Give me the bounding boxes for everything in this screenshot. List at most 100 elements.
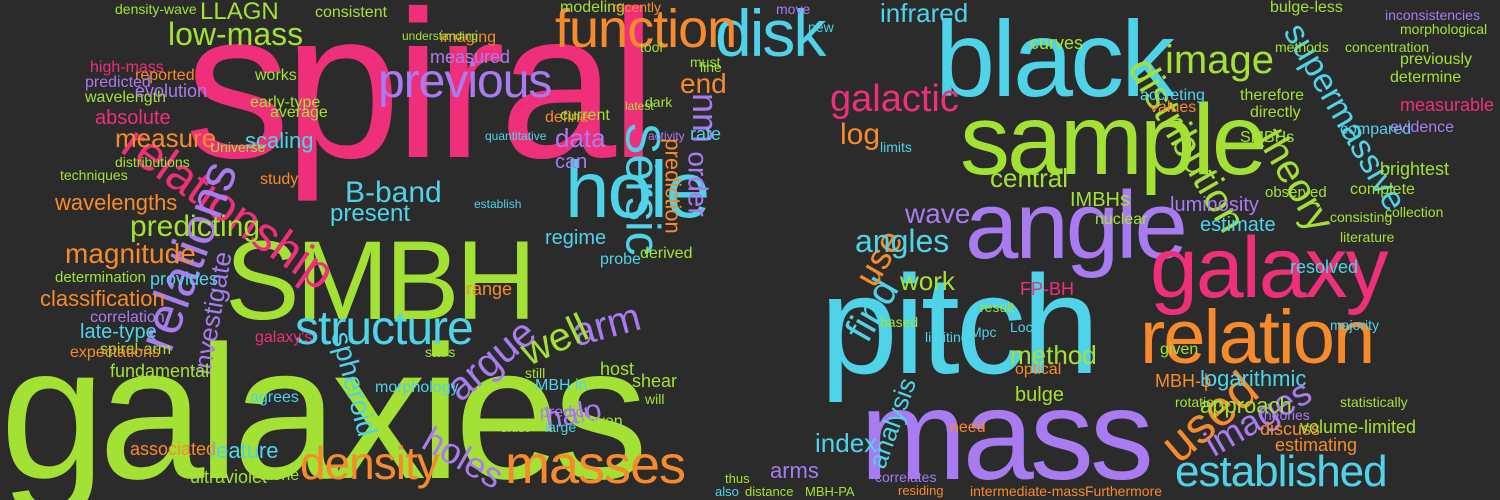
word-black: black — [935, 0, 1175, 119]
word-determine: determine — [1390, 69, 1462, 86]
word-galactic: galactic — [830, 78, 959, 120]
word-resolved: resolved — [1290, 257, 1359, 277]
word-evidence: evidence — [1390, 119, 1455, 136]
word-inconsistencies: inconsistencies — [1385, 7, 1480, 23]
word-galaxys: galaxy's — [255, 329, 313, 346]
word-measurable: measurable — [1400, 95, 1495, 115]
word-intermediate-mass: intermediate-mass — [970, 483, 1086, 499]
word-brightest: brightest — [1380, 159, 1450, 179]
word-density: density — [300, 437, 440, 489]
word-early-type: early-type — [250, 94, 321, 111]
word-function: function — [555, 0, 737, 59]
word-need: need — [950, 419, 986, 436]
word-concentration: concentration — [1345, 39, 1430, 55]
word-galaxies: galaxies — [0, 307, 648, 500]
word-mbh-phi: MBH-ϕ — [1155, 371, 1212, 391]
word-exist: exist — [500, 419, 529, 435]
word-furthermore: Furthermore — [1085, 483, 1163, 499]
word-wave: wave — [905, 198, 971, 229]
word-will: will — [645, 391, 665, 407]
word-mass: mass — [860, 364, 1154, 500]
word-feature: feature — [210, 438, 279, 463]
word-previously: previously — [1400, 51, 1473, 68]
word-spiral: spiral — [185, 0, 657, 202]
word-consistent: consistent — [315, 4, 388, 21]
word-provides: provides — [150, 269, 219, 289]
word-new: new — [808, 19, 834, 35]
word-range: range — [466, 279, 513, 299]
word-central: central — [990, 163, 1069, 193]
word-infrared: infrared — [880, 0, 969, 28]
word-curves: curves — [1030, 33, 1084, 53]
word-current: current — [560, 107, 610, 124]
word-wavelengths: wavelengths — [55, 190, 178, 215]
word-smbh: SMBH — [225, 218, 537, 343]
word-bband: B-band — [345, 176, 442, 209]
word-volume-limited: volume-limited — [1300, 417, 1417, 437]
word-high-mass: high-mass — [90, 59, 164, 76]
word-quantitative: quantitative — [485, 129, 547, 143]
word-predicted: predicted — [85, 74, 151, 91]
word-scaling: scaling — [245, 128, 314, 153]
word-complete: complete — [1350, 181, 1415, 198]
word-density-wave: density-wave — [115, 1, 197, 17]
word-angle: angle — [965, 172, 1188, 279]
word-logarithmic: logarithmic — [1200, 366, 1307, 391]
word-methods: methods — [1275, 39, 1329, 55]
word-mbh-in: MBH in — [535, 377, 588, 394]
word-recently: recently — [612, 0, 662, 15]
word-morphological: morphological — [1400, 21, 1488, 37]
word-image: image — [1165, 38, 1274, 82]
word-bulge: bulge — [1015, 384, 1064, 406]
word-late-type: late-type — [80, 321, 157, 343]
word-hole: hole — [565, 145, 710, 234]
word-sample: sample — [960, 84, 1267, 196]
word-index: index — [815, 428, 878, 458]
word-fp-bh: FP-BH — [1020, 279, 1074, 299]
word-compared: compared — [1340, 121, 1412, 138]
word-masses: masses — [505, 435, 686, 495]
word-statistically: statistically — [1340, 394, 1408, 410]
word-seven: seven — [580, 413, 623, 430]
word-measure: measure — [115, 123, 217, 153]
word-directly: directly — [1250, 104, 1301, 121]
word-rotation: rotation — [1175, 394, 1222, 410]
word-imbhs: IMBHs — [1070, 189, 1130, 211]
word-measured: measured — [430, 47, 511, 67]
word-based: based — [880, 314, 919, 330]
word-data: data — [555, 123, 606, 153]
word-galaxy: galaxy — [1150, 220, 1389, 316]
word-move: move — [776, 1, 811, 17]
word-thus: thus — [725, 471, 750, 486]
word-correlates: correlates — [875, 469, 937, 485]
word-can: can — [555, 151, 588, 173]
word-angles: angles — [855, 223, 950, 259]
word-reported: reported — [135, 67, 195, 84]
word-result: result — [980, 299, 1015, 315]
word-local: Local — [1010, 319, 1044, 335]
word-classification: classification — [40, 286, 165, 311]
word-associated: associated — [130, 439, 217, 459]
word-optical: optical — [1015, 361, 1062, 378]
word-correlation: correlation — [90, 309, 165, 326]
word-understanding: understanding — [402, 29, 479, 43]
word-theories: theories — [1260, 407, 1310, 423]
word-distributions: distributions — [115, 154, 190, 170]
word-average: average — [270, 104, 328, 121]
word-estimate: estimate — [1200, 214, 1276, 236]
word-nuclear: nuclear — [1095, 211, 1148, 228]
word-alone: alone — [260, 467, 300, 484]
word-end: end — [680, 68, 727, 99]
word-spiral-arm: spiral-arm — [100, 341, 172, 358]
word-established: established — [1175, 447, 1388, 496]
word-literature: literature — [1340, 229, 1395, 245]
word-prediction: prediction — [660, 138, 686, 234]
word-still: still — [525, 365, 546, 381]
word-therefore: therefore — [1240, 87, 1305, 104]
word-log: log — [840, 118, 881, 151]
word-discuss: discuss — [1260, 419, 1321, 439]
word-order: order — [682, 151, 714, 217]
word-lowmass: low-mass — [168, 16, 304, 52]
word-derived: derived — [640, 245, 693, 262]
